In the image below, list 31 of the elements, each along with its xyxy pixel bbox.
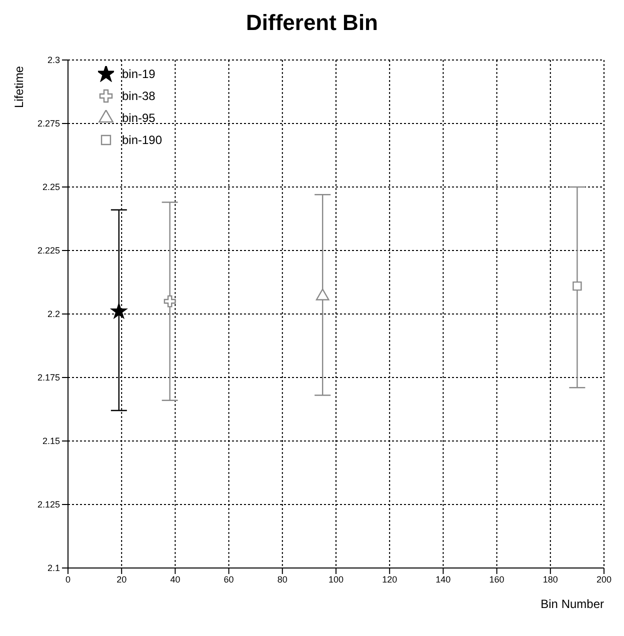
legend-label: bin-95: [122, 111, 156, 125]
y-tick-label: 2.125: [37, 500, 60, 510]
y-tick-label: 2.25: [42, 182, 60, 192]
x-tick-label: 80: [277, 574, 288, 584]
x-tick-label: 160: [489, 574, 504, 584]
y-tick-label: 2.3: [47, 55, 60, 66]
y-tick-label: 2.15: [42, 436, 60, 446]
legend-label: bin-38: [122, 89, 156, 103]
y-tick-label: 2.275: [37, 118, 60, 129]
y-tick-label: 2.175: [37, 372, 60, 383]
legend-label: bin-19: [122, 67, 156, 81]
y-tick-label: 2.225: [37, 246, 60, 256]
point: [111, 303, 127, 318]
chart-title: Different Bin: [245, 10, 379, 36]
y-tick-label: 2.1: [47, 563, 60, 574]
y-tick-label: 2.2: [47, 309, 60, 320]
x-tick-label: 100: [328, 574, 344, 584]
point: [316, 288, 330, 300]
x-tick-label: 20: [116, 574, 127, 584]
x-tick-label: 180: [542, 574, 558, 584]
x-tick-label: 0: [65, 574, 71, 584]
point: [572, 281, 582, 291]
x-tick-label: 140: [436, 574, 451, 584]
x-tick-label: 200: [596, 574, 612, 584]
x-tick-label: 120: [382, 574, 398, 584]
x-tick-label: 60: [224, 574, 234, 584]
y-axis-title: Lifetime: [12, 66, 26, 108]
point: [164, 295, 176, 308]
x-axis-title: Bin Number: [540, 597, 604, 611]
x-tick-label: 40: [170, 574, 180, 584]
legend-label: bin-190: [122, 133, 162, 147]
